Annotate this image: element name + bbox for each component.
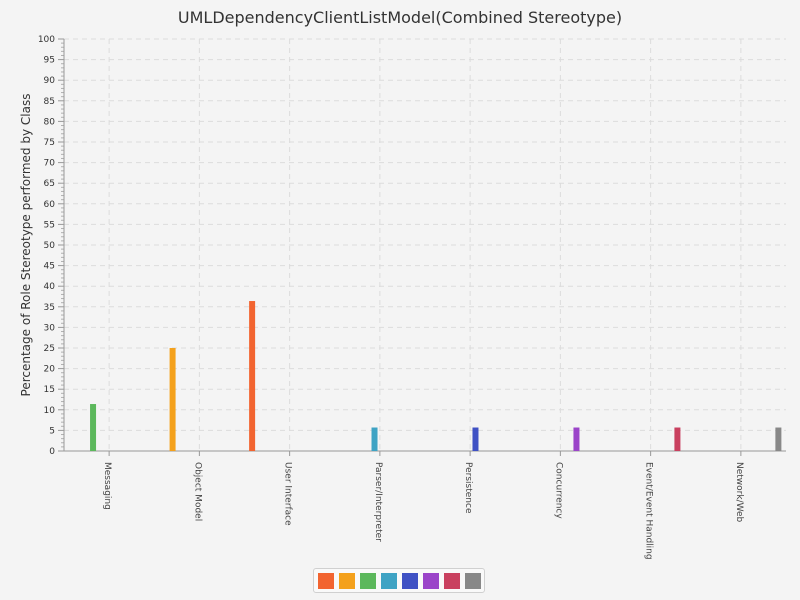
- y-tick-label: 90: [44, 76, 56, 86]
- y-tick-label: 30: [44, 323, 56, 333]
- y-tick-label: 20: [44, 365, 56, 375]
- y-tick-label: 35: [44, 303, 55, 313]
- tick-labels: 0 5 10 15 20 25 30 35 40 45 50 55 60 65 70 75 80 85 90 95 10…: [38, 35, 744, 560]
- x-tick-label: Object Model: [192, 462, 202, 521]
- legend: [313, 568, 485, 593]
- y-tick-label: 55: [44, 220, 55, 230]
- x-tick-label: User Interface: [283, 462, 293, 526]
- bar: [775, 427, 782, 451]
- y-tick-label: 95: [44, 56, 55, 66]
- y-tick-label: 50: [44, 241, 56, 251]
- y-tick-label: 45: [44, 262, 55, 272]
- x-tick-label: Messaging: [102, 462, 112, 510]
- legend-swatch: [464, 572, 481, 589]
- legend-swatch: [380, 572, 397, 589]
- y-tick-label: 15: [44, 385, 55, 395]
- y-tick-label: 80: [44, 117, 56, 127]
- bar: [90, 404, 97, 451]
- bar: [472, 427, 479, 451]
- y-tick-label: 5: [49, 426, 55, 436]
- legend-swatch: [422, 572, 439, 589]
- axes: [58, 38, 786, 456]
- y-tick-label: 75: [44, 138, 55, 148]
- x-tick-label: Event/Event Handling: [644, 462, 654, 560]
- legend-swatch: [443, 572, 460, 589]
- legend-swatch: [317, 572, 334, 589]
- x-tick-label: Concurrency: [553, 462, 563, 519]
- legend-swatch: [401, 572, 418, 589]
- bars: [90, 301, 782, 451]
- y-axis-label: Percentage of Role Stereotype performed …: [19, 94, 33, 397]
- grid: [64, 38, 786, 451]
- bar: [371, 427, 378, 451]
- y-tick-label: 85: [44, 97, 55, 107]
- bar: [169, 348, 176, 451]
- chart-title: UMLDependencyClientListModel(Combined St…: [178, 8, 622, 27]
- y-tick-label: 60: [44, 200, 56, 210]
- legend-swatch: [338, 572, 355, 589]
- y-tick-label: 100: [38, 35, 55, 45]
- bar: [573, 427, 580, 451]
- y-tick-label: 65: [44, 179, 55, 189]
- bar: [674, 427, 681, 451]
- y-tick-label: 0: [49, 447, 55, 457]
- y-tick-label: 70: [44, 159, 56, 169]
- x-tick-label: Network/Web: [734, 462, 744, 523]
- bar: [249, 301, 256, 451]
- x-tick-label: Parser/Interpreter: [373, 462, 383, 542]
- y-tick-label: 10: [44, 406, 56, 416]
- y-tick-label: 25: [44, 344, 55, 354]
- y-tick-label: 40: [44, 282, 56, 292]
- x-tick-label: Persistence: [463, 462, 473, 514]
- legend-swatch: [359, 572, 376, 589]
